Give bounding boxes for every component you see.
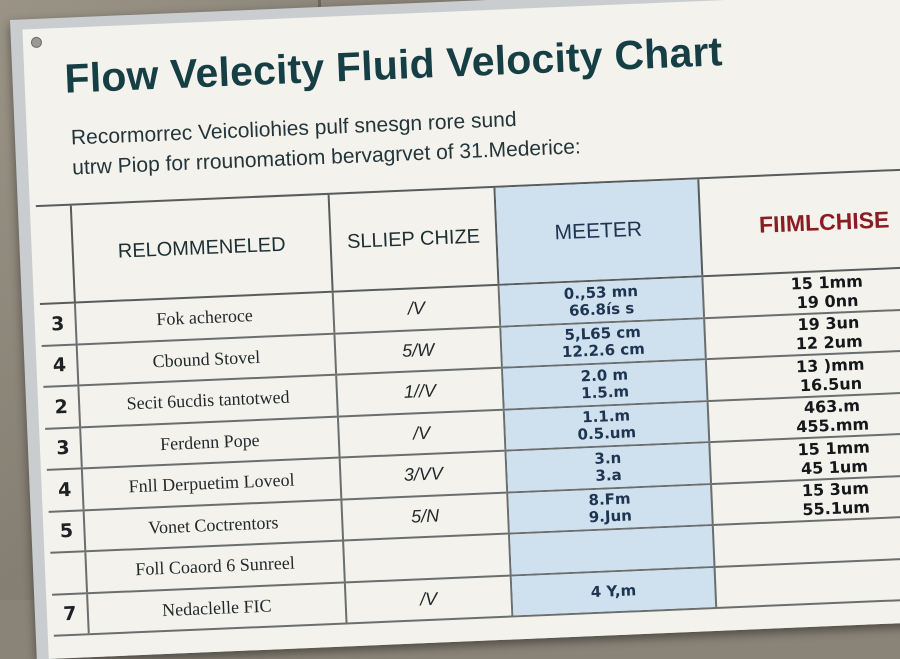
- row-meter: 3.n 3.a: [506, 443, 712, 492]
- row-slip-size: 3/VV: [340, 451, 509, 499]
- row-number: 4: [41, 344, 80, 386]
- meter-value: 1.5.m: [580, 382, 630, 403]
- meter-value: 66.8ís s: [568, 298, 635, 320]
- header-slip-size: SLLIEP CHIZE: [329, 187, 500, 291]
- chart-sign: Flow Velecity Fluid Velocity Chart Recor…: [10, 0, 900, 659]
- row-slip-size: /V: [333, 285, 502, 333]
- row-number: [50, 552, 89, 594]
- row-meter: 2.0 m 1.5.m: [503, 360, 709, 409]
- row-slip-size: 1//V: [337, 368, 505, 416]
- film-value: 455.mm: [795, 414, 870, 437]
- film-value: 463.m: [803, 396, 861, 418]
- film-value: 12 2um: [795, 331, 864, 354]
- sign-subtitle: Recormorrec Veicoliohies pulf snesgn ror…: [70, 102, 582, 183]
- row-slip-size: 5/N: [342, 493, 510, 540]
- meter-value: 3.a: [595, 465, 623, 485]
- film-value: 55.1um: [802, 497, 871, 520]
- film-value: 19 0nn: [796, 290, 859, 313]
- row-slip-size: 5/W: [335, 327, 503, 374]
- meter-value: 0.5.um: [577, 423, 637, 444]
- meter-value: 4 Y,m: [590, 581, 637, 601]
- row-number: 4: [46, 469, 85, 511]
- film-value: 16.5un: [799, 373, 863, 395]
- row-slip-size: /V: [345, 575, 514, 623]
- screw-icon: [30, 36, 43, 49]
- header-number: [35, 205, 76, 303]
- row-number: 3: [39, 303, 78, 345]
- row-slip-size: /V: [338, 410, 507, 457]
- header-recommended: RELOMMENELED: [71, 194, 334, 302]
- film-value: 45 1um: [800, 456, 869, 479]
- sign-panel: Flow Velecity Fluid Velocity Chart Recor…: [22, 0, 900, 659]
- row-meter: 0.,53 mn 66.8ís s: [499, 277, 706, 326]
- film-value: 19 3un: [797, 312, 860, 335]
- row-meter: 8.Fm 9.Jun: [508, 484, 714, 533]
- meter-value: 12.2.6 cm: [561, 339, 646, 362]
- row-meter: 1.1.m 0.5.um: [504, 401, 711, 450]
- sign-title: Flow Velecity Fluid Velocity Chart: [63, 28, 724, 102]
- row-number: 2: [43, 386, 82, 428]
- meter-value: 9.Jun: [588, 506, 633, 527]
- row-meter: 4 Y,m: [511, 567, 718, 616]
- row-meter: [509, 525, 716, 574]
- velocity-table: RELOMMENELED SLLIEP CHIZE MEETER FIIMLCH…: [35, 166, 900, 637]
- header-film: FIIMLCHISE: [758, 205, 890, 238]
- row-number: 5: [48, 510, 87, 552]
- row-slip-size: [344, 534, 512, 581]
- row-number: 3: [45, 427, 83, 469]
- table-body: 3 Fok acheroce/V 0.,53 mn 66.8ís s 15 1mm 19 …: [39, 266, 900, 637]
- row-meter: 5,L65 cm 12.2.6 cm: [501, 318, 707, 367]
- header-meter: MEETER: [495, 179, 704, 284]
